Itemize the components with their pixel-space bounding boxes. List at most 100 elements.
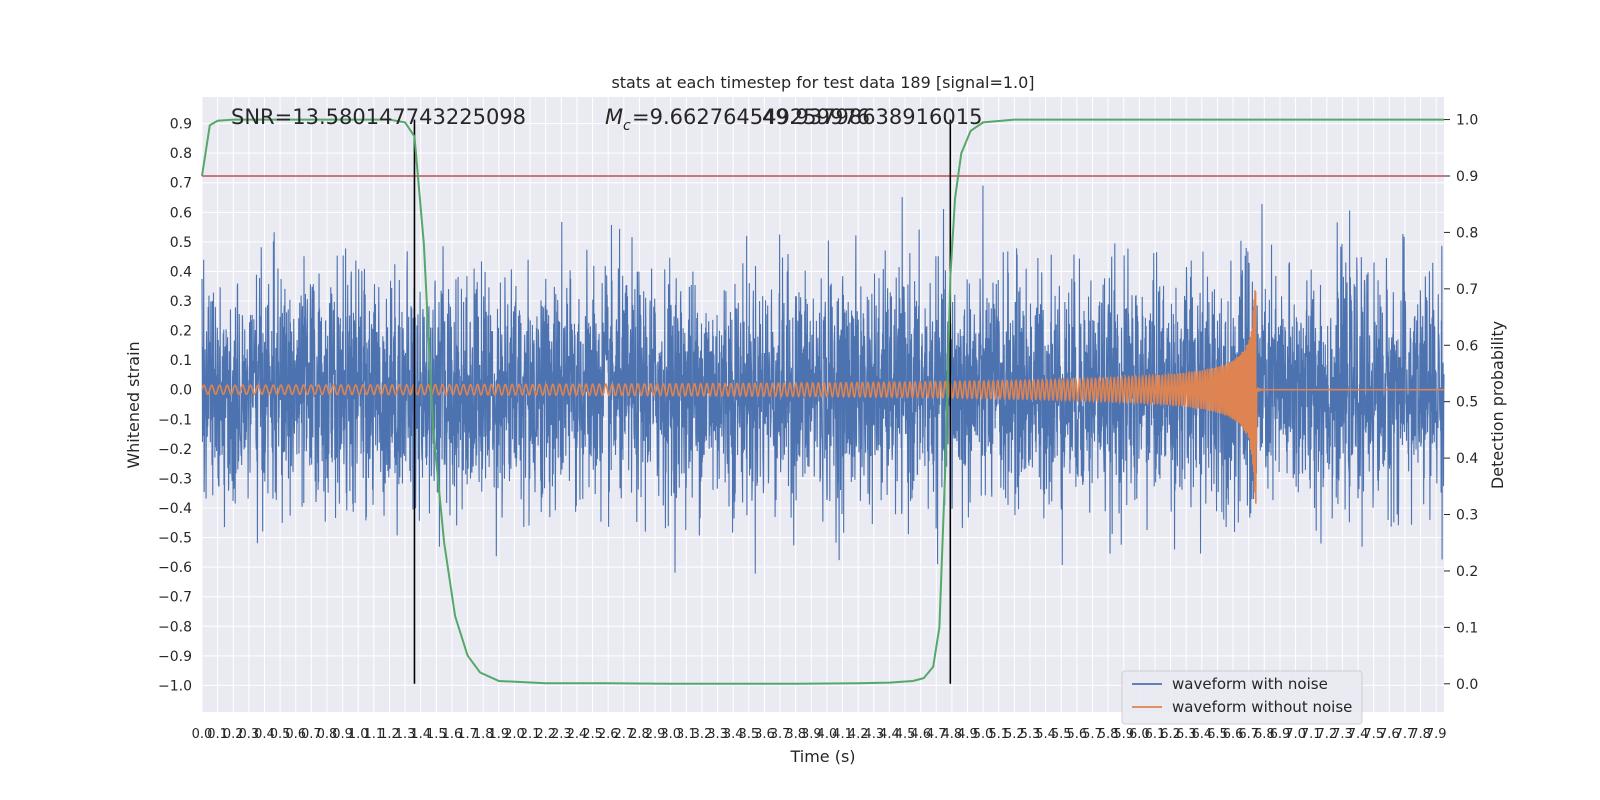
x-tick-label: 0.5	[270, 727, 291, 742]
y-tick-label: 0.3	[170, 294, 192, 310]
y-tick-label-right: 0.9	[1456, 169, 1478, 185]
x-tick-label: 5.0	[973, 727, 994, 742]
x-tick-label: 1.3	[395, 727, 416, 742]
x-tick-label: 1.4	[410, 727, 431, 742]
x-tick-label: 2.1	[520, 727, 541, 742]
x-tick-label: 6.8	[1254, 727, 1275, 742]
y-tick-label: −0.4	[158, 501, 192, 517]
x-tick-label: 0.3	[239, 727, 260, 742]
y-tick-label-right: 0.8	[1456, 225, 1478, 241]
x-tick-label: 2.0	[504, 727, 525, 742]
x-tick-label: 1.2	[379, 727, 400, 742]
y-tick-label-right: 0.7	[1456, 282, 1478, 298]
series-waveform-with-noise	[201, 185, 1445, 574]
x-tick-label: 6.0	[1129, 727, 1150, 742]
x-tick-label: 7.0	[1285, 727, 1306, 742]
mc-value-b: 49.93798638916015	[762, 105, 982, 129]
x-tick-label: 0.9	[332, 727, 353, 742]
legend-label-noise: waveform with noise	[1172, 675, 1328, 693]
x-tick-label: 7.8	[1410, 727, 1431, 742]
x-tick-label: 7.9	[1426, 727, 1447, 742]
x-tick-label: 5.1	[988, 727, 1009, 742]
x-tick-label: 7.4	[1348, 727, 1369, 742]
x-tick-label: 5.2	[1004, 727, 1025, 742]
x-tick-label: 2.7	[613, 727, 634, 742]
x-tick-label: 3.3	[707, 727, 728, 742]
legend: waveform with noise waveform without noi…	[1121, 670, 1363, 725]
y-tick-label: −0.5	[158, 531, 192, 547]
y-tick-label: −0.8	[158, 619, 192, 635]
x-tick-label: 5.5	[1051, 727, 1072, 742]
y-tick-label: 0.2	[170, 324, 192, 340]
series-detection-probability	[201, 118, 1444, 685]
mc-annotation: M c =9.662764549259976 49.93798638916015	[605, 105, 982, 134]
x-tick-label: 6.2	[1160, 727, 1181, 742]
x-tick-label: 0.1	[207, 727, 228, 742]
y-tick-label-right: 0.3	[1456, 508, 1478, 524]
x-tick-label: 6.4	[1192, 727, 1213, 742]
y-tick-label-right: 1.0	[1456, 113, 1478, 129]
x-tick-label: 5.3	[1020, 727, 1041, 742]
y-tick-label: −0.2	[158, 442, 192, 458]
x-tick-label: 2.3	[551, 727, 572, 742]
x-tick-label: 2.6	[598, 727, 619, 742]
x-tick-label: 1.5	[426, 727, 447, 742]
y-tick-label: 0.6	[170, 205, 192, 221]
vertical-lines	[413, 119, 952, 684]
x-tick-label: 5.4	[1035, 727, 1056, 742]
chart-title: stats at each timestep for test data 189…	[611, 73, 1034, 92]
x-tick-label: 4.9	[957, 727, 978, 742]
y-tick-label-right: 0.0	[1456, 677, 1478, 693]
probability-line	[201, 118, 1444, 685]
y-tick-label: −0.6	[158, 560, 192, 576]
y-axis-label-right: Detection probability	[1488, 321, 1507, 489]
x-tick-label: 1.1	[364, 727, 385, 742]
y-tick-label: 0.8	[170, 146, 192, 162]
x-tick-label: 6.1	[1145, 727, 1166, 742]
x-tick-label: 0.2	[223, 727, 244, 742]
x-tick-label: 6.5	[1207, 727, 1228, 742]
x-tick-label: 5.8	[1098, 727, 1119, 742]
x-tick-label: 0.4	[254, 727, 275, 742]
y-ticks-left: 0.9 0.8 0.7 0.6 0.5 0.4 0.3 0.2 0.1 0.0 −0.1 −0.2 −0…	[158, 117, 192, 695]
legend-box	[1121, 670, 1363, 725]
x-ticks: 0.00.10.20.30.40.50.60.70.80.91.01.11.21…	[192, 727, 1447, 742]
x-tick-label: 3.2	[692, 727, 713, 742]
x-tick-label: 1.0	[348, 727, 369, 742]
x-tick-label: 4.0	[817, 727, 838, 742]
x-tick-label: 2.8	[629, 727, 650, 742]
x-tick-label: 3.8	[785, 727, 806, 742]
legend-label-clean: waveform without noise	[1172, 698, 1352, 716]
x-tick-label: 4.6	[910, 727, 931, 742]
x-tick-label: 6.6	[1223, 727, 1244, 742]
x-tick-label: 4.1	[832, 727, 853, 742]
x-tick-label: 7.5	[1363, 727, 1384, 742]
x-tick-label: 1.6	[442, 727, 463, 742]
y-tick-label: 0.9	[170, 117, 192, 133]
x-tick-label: 4.5	[895, 727, 916, 742]
y-tick-label-right: 0.5	[1456, 395, 1478, 411]
x-tick-label: 2.5	[582, 727, 603, 742]
x-tick-label: 6.7	[1238, 727, 1259, 742]
y-tick-label-right: 0.1	[1456, 620, 1478, 636]
x-tick-label: 4.2	[848, 727, 869, 742]
x-tick-label: 3.6	[754, 727, 775, 742]
y-tick-label-right: 0.4	[1456, 451, 1478, 467]
x-tick-label: 5.6	[1067, 727, 1088, 742]
x-tick-label: 0.6	[285, 727, 306, 742]
x-tick-label: 6.3	[1176, 727, 1197, 742]
x-tick-label: 0.7	[301, 727, 322, 742]
x-tick-label: 4.7	[926, 727, 947, 742]
x-axis-label: Time (s)	[789, 747, 855, 766]
y-tick-label: 0.1	[170, 353, 192, 369]
y-tick-label: −0.7	[158, 590, 192, 606]
x-tick-label: 3.5	[738, 727, 759, 742]
series-waveform-without-noise	[201, 290, 1444, 504]
y-tick-label: 0.4	[170, 264, 192, 280]
x-tick-label: 5.9	[1113, 727, 1134, 742]
mc-value-a: =9.662764549259976	[632, 105, 870, 129]
y-tick-label: −0.1	[158, 412, 192, 428]
mc-subscript: c	[623, 118, 631, 134]
y-tick-label-right: 0.6	[1456, 338, 1478, 354]
